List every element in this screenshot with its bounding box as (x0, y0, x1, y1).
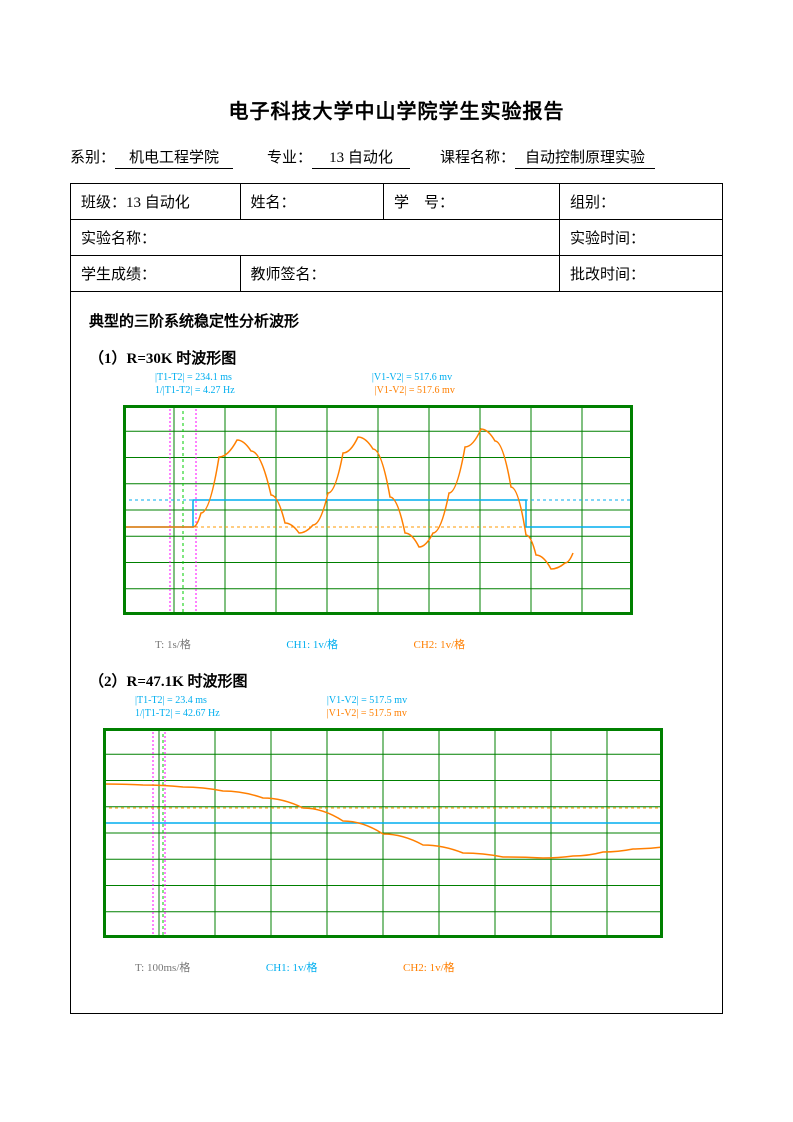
page-title: 电子科技大学中山学院学生实验报告 (70, 95, 723, 124)
chart2-meas-t: |T1-T2| = 23.4 ms (135, 695, 207, 706)
chart1-axis-ch1: CH1: 1v/格 (286, 639, 338, 651)
chart2-meas-f: 1/|T1-T2| = 42.67 Hz (135, 708, 220, 719)
chart1-axis-ch2: CH2: 1v/格 (413, 639, 465, 651)
chart1-meas-v1: |V1-V2| = 517.6 mv (372, 372, 452, 383)
chart2-title: （2）R=47.1K 时波形图 (89, 670, 706, 691)
chart2-axis-t: T: 100ms/格 (135, 962, 190, 974)
chart2-meas-v2: |V1-V2| = 517.5 mv (327, 708, 407, 719)
chart2-axis-row: T: 100ms/格 CH1: 1v/格 CH2: 1v/格 (135, 959, 706, 975)
dept-label: 系别： (70, 146, 115, 167)
major-value: 13 自动化 (312, 146, 410, 169)
chart1-wrap: |T1-T2| = 234.1 ms |V1-V2| = 517.6 mv 1/… (117, 372, 706, 652)
info-table: 班级：13 自动化 姓名： 学 号： 组别： 实验名称： 实验时间： 学生成绩：… (70, 183, 723, 292)
chart1-meas-f: 1/|T1-T2| = 4.27 Hz (155, 385, 235, 396)
section-title: 典型的三阶系统稳定性分析波形 (89, 310, 706, 331)
group-label: 组别： (570, 195, 615, 211)
course-label: 课程名称： (440, 146, 515, 167)
dept-value: 机电工程学院 (115, 146, 233, 169)
exp-time-label: 实验时间： (570, 231, 645, 247)
chart1-axis-t: T: 1s/格 (155, 639, 191, 651)
review-time-label: 批改时间： (570, 267, 645, 283)
chart1-meas-v2: |V1-V2| = 517.6 mv (375, 385, 455, 396)
major-label: 专业： (267, 146, 312, 167)
chart1-meas-t: |T1-T2| = 234.1 ms (155, 372, 232, 383)
chart2-wrap: |T1-T2| = 23.4 ms |V1-V2| = 517.5 mv 1/|… (97, 695, 706, 975)
chart2-scope (103, 728, 663, 938)
exp-name-label: 实验名称： (81, 231, 156, 247)
chart2-axis-ch2: CH2: 1v/格 (403, 962, 455, 974)
score-label: 学生成绩： (81, 267, 156, 283)
header-row: 系别： 机电工程学院 专业： 13 自动化 课程名称： 自动控制原理实验 (70, 146, 723, 169)
course-value: 自动控制原理实验 (515, 146, 655, 169)
content-area: 典型的三阶系统稳定性分析波形 （1）R=30K 时波形图 |T1-T2| = 2… (70, 292, 723, 1014)
chart1-scope (123, 405, 633, 615)
teacher-sign-label: 教师签名： (251, 267, 326, 283)
name-label: 姓名： (251, 195, 296, 211)
chart2-meas-v1: |V1-V2| = 517.5 mv (327, 695, 407, 706)
chart1-axis-row: T: 1s/格 CH1: 1v/格 CH2: 1v/格 (155, 636, 706, 652)
id-label: 学 号： (394, 195, 454, 211)
class-value: 13 自动化 (126, 195, 190, 211)
chart1-title: （1）R=30K 时波形图 (89, 347, 706, 368)
chart2-axis-ch1: CH1: 1v/格 (266, 962, 318, 974)
class-label: 班级： (81, 195, 126, 211)
